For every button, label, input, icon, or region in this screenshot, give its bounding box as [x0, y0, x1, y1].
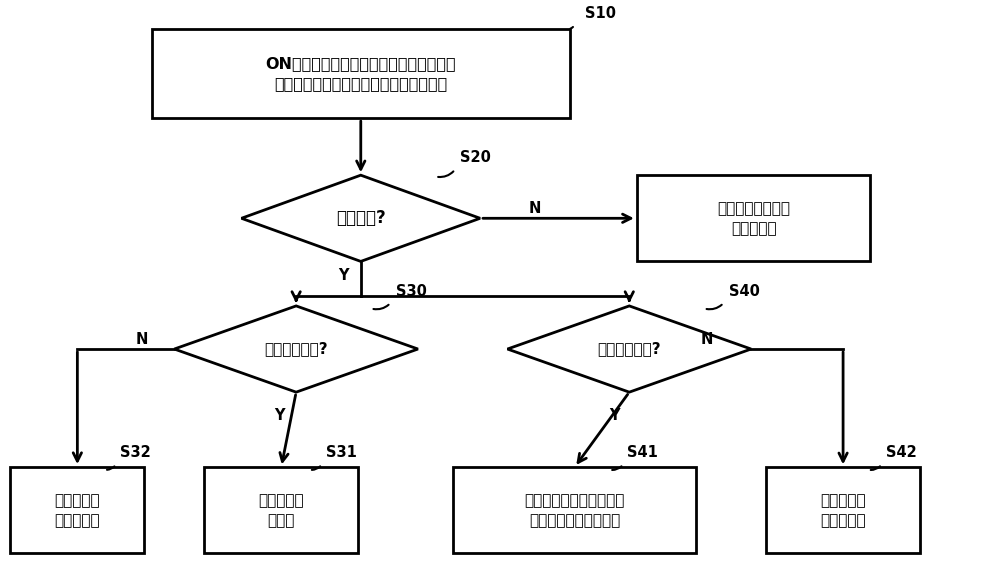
Text: S10: S10	[585, 6, 616, 21]
Text: 均无故障?: 均无故障?	[336, 209, 386, 228]
Text: 高压供能系
统工作: 高压供能系 统工作	[258, 493, 304, 528]
Text: 禁止所有供
能系统工作: 禁止所有供 能系统工作	[820, 493, 866, 528]
Text: N: N	[701, 332, 713, 347]
Text: S32: S32	[120, 445, 151, 460]
Text: 控制未发生故障且使用优
先级高的供能系统工作: 控制未发生故障且使用优 先级高的供能系统工作	[524, 493, 625, 528]
Text: S20: S20	[460, 151, 491, 165]
Text: S42: S42	[886, 445, 917, 460]
Text: ON挡唤醒或充电唤醒，采集各个供能系统
的状态和故障信息、储气罐内的压力信息: ON挡唤醒或充电唤醒，采集各个供能系统 的状态和故障信息、储气罐内的压力信息	[265, 56, 456, 91]
Bar	[637, 175, 870, 261]
Polygon shape	[507, 306, 751, 392]
Text: Y: Y	[339, 268, 349, 282]
Text: 禁止所有供
能系统工作: 禁止所有供 能系统工作	[55, 493, 100, 528]
Text: 压力＜预设值?: 压力＜预设值?	[597, 341, 661, 357]
Text: N: N	[136, 332, 148, 347]
Text: 根据故障等级进行
相应的报警: 根据故障等级进行 相应的报警	[717, 201, 790, 235]
Bar	[204, 468, 358, 554]
Bar	[152, 29, 570, 118]
Bar	[453, 468, 696, 554]
Bar	[10, 468, 144, 554]
Text: 压力＜预设值?: 压力＜预设值?	[264, 341, 328, 357]
Bar	[766, 468, 920, 554]
Text: S40: S40	[729, 284, 760, 299]
Text: S31: S31	[326, 445, 357, 460]
Text: Y: Y	[274, 408, 284, 423]
Polygon shape	[241, 175, 480, 261]
Text: S30: S30	[396, 284, 426, 299]
Polygon shape	[174, 306, 418, 392]
Text: Y: Y	[609, 408, 620, 423]
Text: N: N	[529, 201, 541, 216]
Text: S41: S41	[627, 445, 658, 460]
